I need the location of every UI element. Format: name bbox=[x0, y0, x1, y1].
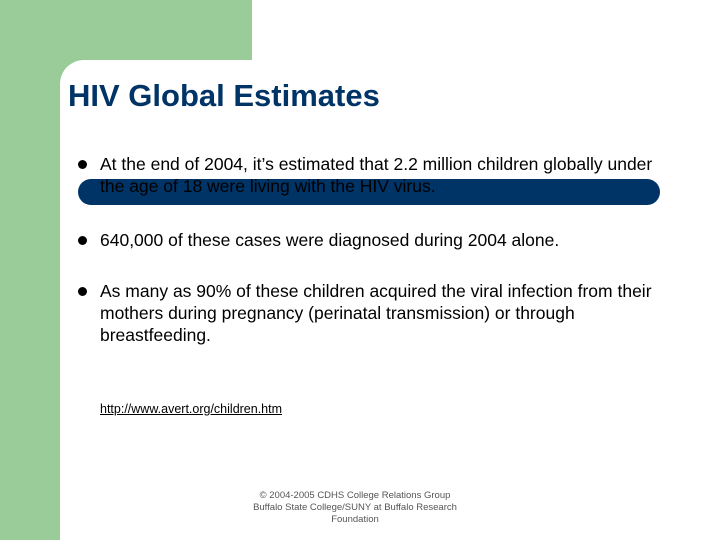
footer-credits: © 2004-2005 CDHS College Relations Group… bbox=[235, 490, 475, 526]
bullet-item: At the end of 2004, it’s estimated that … bbox=[78, 153, 678, 197]
bullet-dot-icon bbox=[78, 236, 87, 245]
footer-line-1: © 2004-2005 CDHS College Relations Group bbox=[259, 490, 451, 501]
bullet-text: 640,000 of these cases were diagnosed du… bbox=[100, 230, 560, 250]
slide-title: HIV Global Estimates bbox=[68, 78, 380, 113]
slide-content-panel bbox=[60, 60, 720, 540]
title-underline-bar bbox=[78, 179, 660, 205]
source-link[interactable]: http://www.avert.org/children.htm bbox=[100, 402, 283, 416]
bullet-dot-icon bbox=[78, 160, 87, 169]
bullet-dot-icon bbox=[78, 287, 87, 296]
footer-line-3: Foundation bbox=[331, 514, 379, 525]
bullet-item: As many as 90% of these children acquire… bbox=[78, 280, 678, 346]
bullet-text: As many as 90% of these children acquire… bbox=[100, 281, 652, 345]
footer-line-2: Buffalo State College/SUNY at Buffalo Re… bbox=[253, 502, 457, 513]
bullet-text: At the end of 2004, it’s estimated that … bbox=[100, 154, 653, 196]
bullet-item: 640,000 of these cases were diagnosed du… bbox=[78, 229, 678, 251]
